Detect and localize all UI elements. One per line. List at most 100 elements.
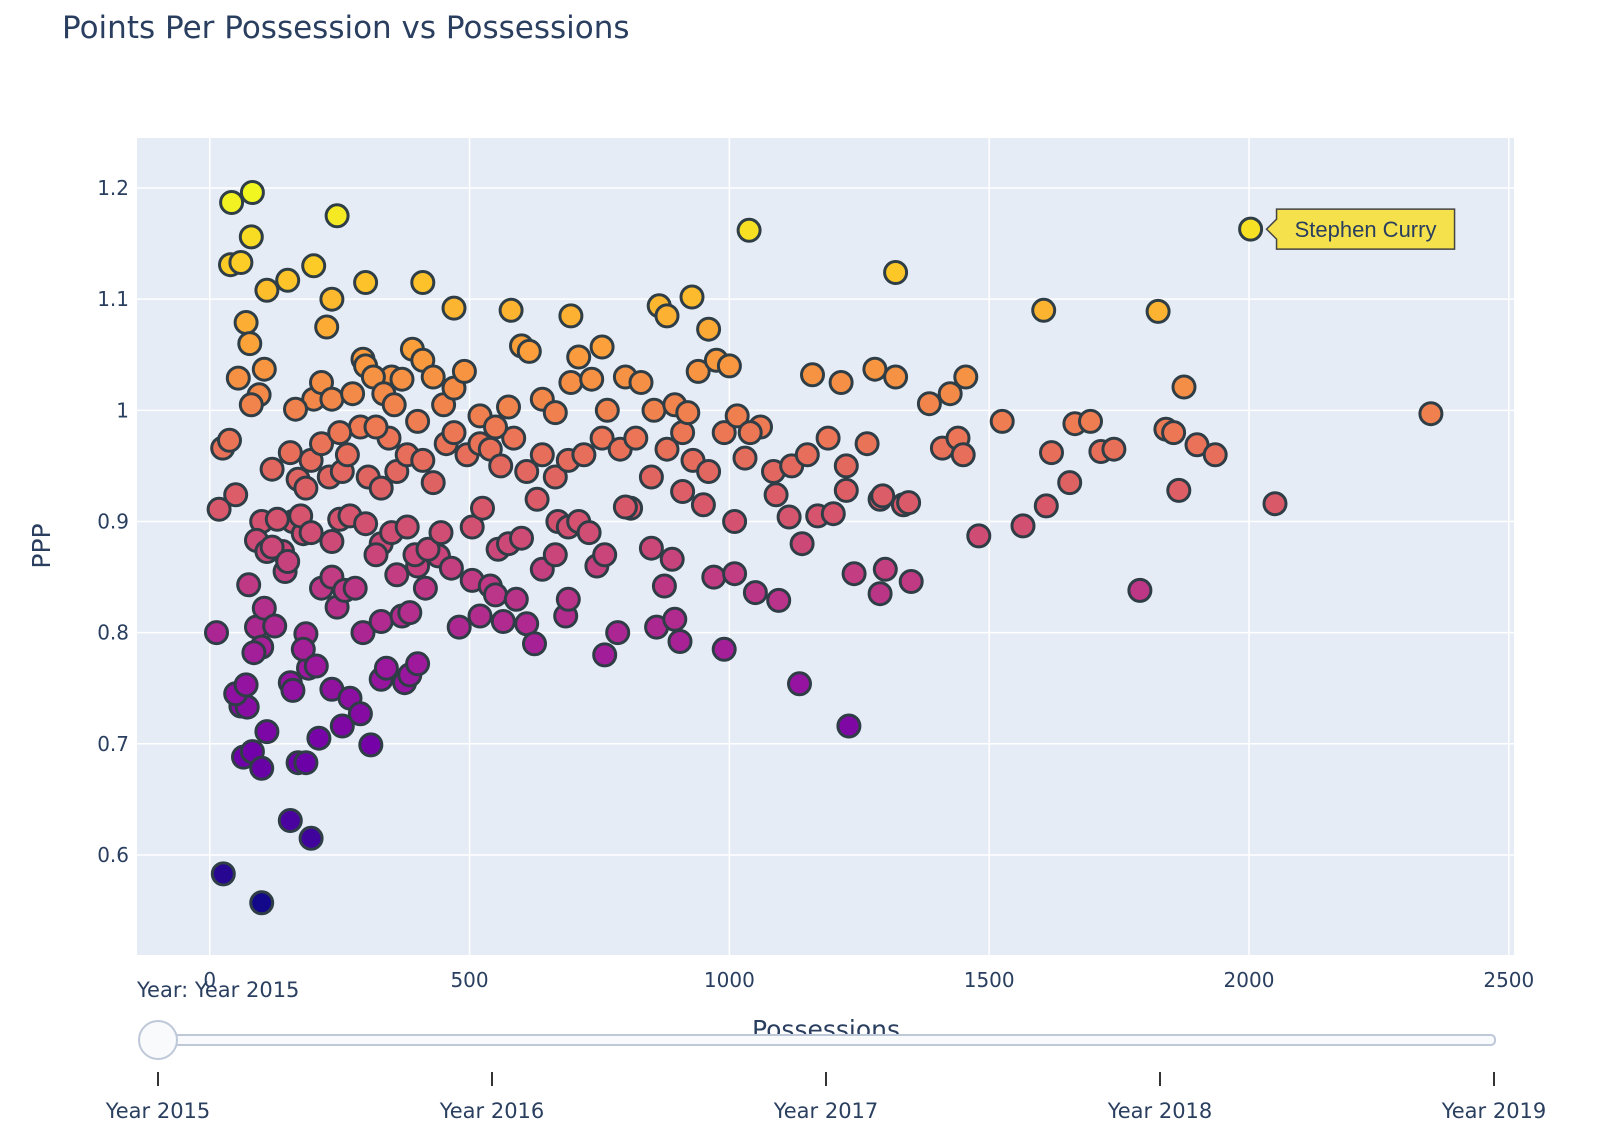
scatter-point[interactable] [233,310,259,335]
scatter-point[interactable] [206,496,232,522]
scatter-point[interactable] [254,719,280,745]
scatter-point[interactable] [711,420,737,446]
scatter-point[interactable] [651,573,677,599]
scatter-point[interactable] [405,651,431,677]
scatter-point[interactable] [239,180,265,205]
scatter-point[interactable] [1033,493,1059,519]
scatter-point[interactable] [862,356,888,382]
scatter-point[interactable] [854,431,880,457]
scatter-point[interactable] [280,677,306,703]
scatter-point[interactable] [815,425,841,451]
scatter-point[interactable] [841,561,867,587]
scatter-point[interactable] [696,459,722,484]
scatter-point[interactable] [833,477,859,503]
scatter-point[interactable] [350,620,376,646]
scatter-point[interactable] [542,542,568,568]
scatter-point[interactable] [410,447,436,473]
slider-step-2018[interactable]: Year 2018 [1107,1099,1213,1123]
scatter-point[interactable] [233,672,259,698]
scatter-point[interactable] [638,464,664,490]
scatter-point[interactable] [576,520,602,546]
scatter-point[interactable] [950,442,976,468]
scatter-point[interactable] [363,414,389,440]
scatter-point[interactable] [501,425,527,451]
scatter-point[interactable] [916,391,942,417]
scatter-point[interactable] [319,529,345,554]
scatter-point[interactable] [277,440,303,466]
scatter-point[interactable] [301,253,327,279]
slider-step-2019[interactable]: Year 2019 [1441,1099,1547,1123]
scatter-point[interactable] [309,431,334,457]
scatter-point[interactable] [347,701,373,727]
scatter-point[interactable] [319,286,345,312]
scatter-point[interactable] [711,636,737,662]
scatter-point[interactable] [605,620,631,646]
scatter-point[interactable] [1166,477,1192,503]
scatter-point[interactable] [251,356,277,382]
scatter-point[interactable] [571,442,597,468]
scatter-point[interactable] [1031,297,1057,323]
scatter-point[interactable] [441,420,467,446]
scatter-point[interactable] [410,270,436,295]
scatter-point[interactable] [490,609,516,634]
scatter-point[interactable] [262,613,288,639]
scatter-point[interactable] [776,504,802,530]
scatter-point[interactable] [498,297,524,323]
scatter-point[interactable] [412,575,438,601]
scatter-point[interactable] [654,303,680,329]
scatter-point[interactable] [428,520,454,546]
scatter-point[interactable] [1010,513,1036,539]
scatter-point[interactable] [241,640,267,666]
scatter-point[interactable] [438,555,464,581]
scatter-point[interactable] [225,365,251,391]
scatter-point[interactable] [483,582,508,608]
scatter-point[interactable] [966,523,992,549]
scatter-point[interactable] [722,561,748,587]
scatter-point[interactable] [542,464,568,490]
scatter-point[interactable] [334,442,360,468]
scatter-point[interactable] [524,486,550,512]
slider-rail[interactable] [154,1034,1496,1046]
scatter-point[interactable] [558,370,584,395]
scatter-point[interactable] [228,250,254,275]
scatter-point[interactable] [259,534,285,560]
scatter-point[interactable] [514,459,540,484]
scatter-point[interactable] [327,420,353,446]
scatter-point[interactable] [373,655,399,681]
scatter-point[interactable] [872,556,898,582]
scatter-point[interactable] [283,396,308,422]
scatter-point[interactable] [722,509,748,534]
scatter-point[interactable] [293,750,319,776]
scatter-point[interactable] [264,506,290,532]
scatter-point[interactable] [459,514,485,540]
scatter-point[interactable] [249,755,275,781]
scatter-point[interactable] [1127,577,1153,603]
scatter-point[interactable] [451,358,477,384]
scatter-point[interactable] [1078,408,1103,434]
scatter-point[interactable] [368,609,394,634]
scatter-point[interactable] [259,456,285,482]
scatter-point[interactable] [787,671,812,697]
scatter-point[interactable] [724,403,750,429]
scatter-point[interactable] [641,397,667,423]
scatter-point[interactable] [833,453,859,479]
scatter-point[interactable] [483,414,508,440]
scatter-point[interactable] [254,277,280,303]
scatter-point[interactable] [1262,491,1288,517]
scatter-point[interactable] [470,495,495,521]
scatter-point[interactable] [358,732,384,758]
scatter-point[interactable] [306,725,332,751]
scatter-point[interactable] [766,587,792,613]
scatter-point[interactable] [701,564,727,590]
scatter-point[interactable] [277,808,303,833]
scatter-point[interactable] [867,581,893,607]
scatter-point[interactable] [217,427,242,453]
scatter-point[interactable] [420,364,446,390]
scatter-point[interactable] [685,358,711,384]
scatter-point[interactable] [324,203,350,229]
scatter-point[interactable] [667,629,693,654]
scatter-point[interactable] [509,525,534,551]
scatter-point[interactable] [314,314,340,340]
scatter-point[interactable] [503,586,529,612]
slider-handle[interactable] [138,1020,178,1060]
